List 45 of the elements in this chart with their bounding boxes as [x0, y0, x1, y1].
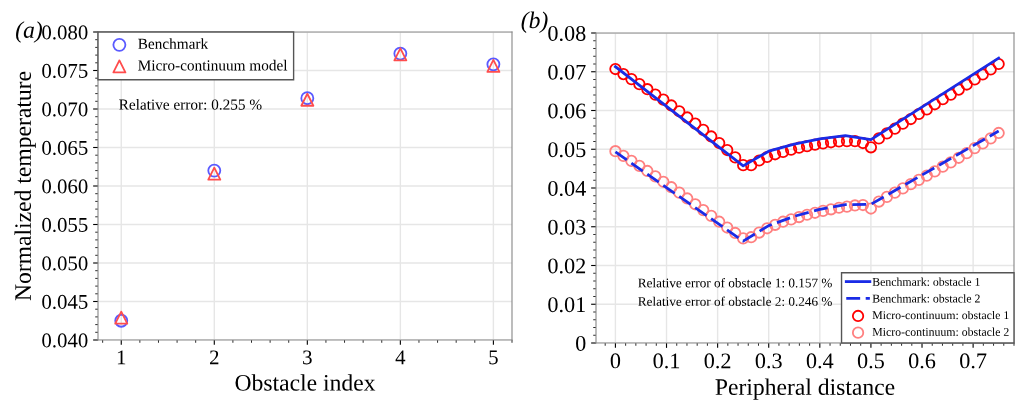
x-tick-label: 0.5 — [857, 353, 884, 369]
legend-label: Micro-continuum: obstacle 2 — [872, 327, 1009, 336]
x-tick-label: 4 — [395, 350, 406, 365]
x-tick-label: 0.2 — [704, 353, 731, 369]
x-axis-title: Obstacle index — [235, 374, 376, 391]
annotation: Relative error: 0.255 % — [119, 98, 262, 110]
y-tick-label: 0.03 — [548, 219, 586, 235]
y-tick-label: 0.080 — [42, 25, 88, 40]
x-axis-title: Peripheral distance — [715, 378, 895, 400]
legend-label: Benchmark — [138, 38, 209, 49]
legend-label: Benchmark: obstacle 2 — [872, 294, 980, 303]
y-axis-title: Normalized temperature — [14, 71, 36, 301]
chart-title: (b) — [521, 11, 548, 33]
y-tick-label: 0.04 — [548, 180, 586, 197]
y-tick-label: 0.065 — [42, 140, 88, 156]
legend-label: Micro-continuum model — [138, 59, 288, 71]
legend-label: Micro-continuum: obstacle 1 — [872, 310, 1009, 320]
y-tick-label: 0.02 — [548, 258, 586, 274]
y-tick-label: 0.07 — [548, 64, 586, 80]
y-tick-label: 0.055 — [42, 217, 88, 233]
y-tick-label: 0.045 — [42, 294, 88, 310]
legend-label: Benchmark: obstacle 1 — [872, 277, 980, 286]
y-tick-label: 0.050 — [42, 256, 88, 271]
x-tick-label: 5 — [489, 350, 498, 365]
x-tick-label: 3 — [303, 350, 312, 365]
x-tick-label: 0 — [610, 353, 621, 369]
y-tick-label: 0.075 — [42, 63, 88, 79]
y-tick-label: 0 — [576, 335, 586, 351]
y-tick-label: 0.040 — [42, 333, 88, 348]
y-tick-label: 0.060 — [42, 179, 88, 194]
y-tick-label: 0.05 — [548, 142, 586, 158]
x-tick-label: 0.6 — [908, 353, 936, 369]
y-tick-label: 0.01 — [548, 297, 585, 313]
x-tick-label: 0.4 — [806, 353, 834, 369]
chart-title: (a) — [16, 21, 42, 43]
x-tick-label: 0.1 — [653, 353, 680, 369]
y-tick-label: 0.06 — [548, 103, 586, 119]
y-tick-label: 0.08 — [548, 25, 586, 42]
x-tick-label: 0.3 — [755, 353, 782, 369]
x-tick-label: 1 — [117, 350, 126, 365]
annotation: Relative error of obstacle 1: 0.157 % — [638, 277, 832, 288]
x-tick-label: 2 — [210, 350, 219, 365]
y-tick-label: 0.070 — [42, 102, 88, 117]
x-tick-label: 0.7 — [960, 353, 987, 369]
annotation: Relative error of obstacle 2: 0.246 % — [638, 296, 832, 307]
